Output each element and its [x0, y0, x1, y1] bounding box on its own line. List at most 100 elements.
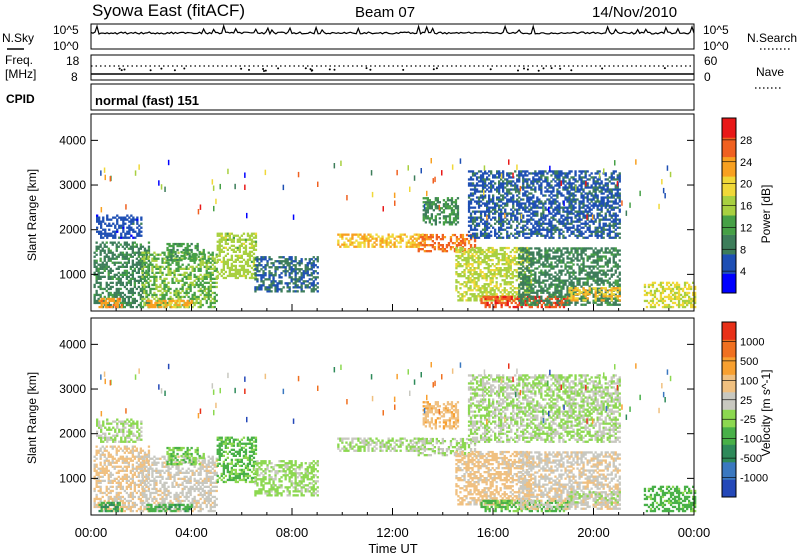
- heatmap-cell: [562, 259, 565, 262]
- heatmap-cell: [282, 286, 285, 289]
- heatmap-cell: [463, 250, 466, 254]
- heatmap-cell: [679, 287, 683, 291]
- nave-dot: [123, 68, 126, 71]
- heatmap-cell: [473, 240, 477, 243]
- heatmap-cell: [504, 208, 507, 211]
- heatmap-cell: [505, 252, 508, 256]
- heatmap-cell: [614, 297, 617, 300]
- heatmap-cell: [161, 279, 164, 282]
- heatmap-cell: [570, 293, 573, 296]
- heatmap-cell: [502, 172, 505, 175]
- heatmap-cell: [250, 232, 254, 235]
- freq-panel-frame: [90, 54, 695, 81]
- heatmap-cell: [120, 216, 123, 219]
- heatmap-cell: [169, 297, 172, 301]
- heatmap-cell: [570, 257, 573, 260]
- heatmap-cell: [486, 222, 489, 225]
- heatmap-cell: [554, 275, 557, 278]
- heatmap-cell: [477, 176, 481, 179]
- heatmap-cell: [526, 170, 529, 173]
- heatmap-cell: [168, 299, 171, 303]
- heatmap-cell: [246, 268, 250, 272]
- heatmap-cell: [463, 242, 467, 245]
- heatmap-cell: [153, 255, 156, 258]
- heatmap-cell: [163, 279, 166, 282]
- heatmap-cell: [572, 291, 575, 294]
- heatmap-cell: [576, 259, 579, 262]
- heatmap-cell: [454, 203, 458, 206]
- heatmap-cell: [108, 228, 111, 231]
- heatmap-cell: [501, 269, 504, 272]
- heatmap-cell: [528, 232, 531, 235]
- heatmap-cell: [141, 259, 145, 262]
- heatmap-cell: [423, 245, 426, 248]
- heatmap-cell: [199, 299, 202, 303]
- heatmap-cell: [502, 228, 505, 231]
- heatmap-cell: [143, 255, 146, 258]
- heatmap-cell: [172, 244, 175, 248]
- heatmap-cell: [510, 198, 513, 201]
- heatmap-cell: [115, 267, 118, 270]
- heatmap-cell: [692, 297, 695, 301]
- heatmap-cell: [467, 216, 471, 219]
- heatmap-cell: [586, 275, 589, 278]
- heatmap-cell: [173, 275, 176, 278]
- heatmap-cell: [498, 192, 501, 195]
- heatmap-cell: [149, 279, 152, 282]
- heatmap-cell: [419, 236, 422, 239]
- heatmap-cell: [213, 269, 216, 272]
- heatmap-cell: [485, 267, 488, 270]
- heatmap-cell: [564, 293, 567, 296]
- heatmap-cell: [199, 293, 202, 297]
- heatmap-cell: [119, 261, 122, 264]
- heatmap-cell: [484, 236, 487, 239]
- heatmap-cell: [471, 269, 474, 272]
- freq-left-tick-bottom: 8: [71, 70, 78, 84]
- heatmap-cell: [570, 251, 573, 254]
- heatmap-cell: [248, 236, 252, 239]
- heatmap-cell: [515, 279, 518, 282]
- heatmap-cell: [272, 278, 275, 281]
- heatmap-cell: [115, 287, 118, 291]
- heatmap-cell: [524, 259, 527, 262]
- heatmap-cell: [528, 218, 531, 221]
- heatmap-cell: [432, 203, 435, 206]
- heatmap-cell: [254, 268, 257, 271]
- heatmap-cell: [502, 236, 505, 239]
- heatmap-cell: [123, 293, 126, 297]
- noise-right-tick-bottom: 10^0: [703, 39, 729, 53]
- heatmap-cell: [448, 215, 452, 218]
- heatmap-cell: [224, 240, 227, 243]
- heatmap-cell: [505, 267, 508, 270]
- heatmap-cell: [202, 250, 205, 254]
- heatmap-cell: [484, 204, 487, 207]
- heatmap-cell: [509, 291, 512, 294]
- heatmap-cell: [446, 207, 450, 210]
- heatmap-cell: [544, 285, 547, 288]
- heatmap-cell: [516, 198, 519, 201]
- heatmap-cell: [540, 287, 543, 290]
- heatmap-cell: [316, 260, 319, 263]
- heatmap-cell: [310, 274, 313, 277]
- heatmap-cell: [511, 248, 514, 252]
- heatmap-cell: [316, 290, 319, 293]
- heatmap-cell: [266, 288, 269, 291]
- heatmap-cell: [532, 230, 535, 233]
- heatmap-cell: [312, 272, 315, 275]
- heatmap-cell: [498, 176, 501, 179]
- heatmap-cell: [167, 261, 170, 264]
- heatmap-cell: [101, 267, 104, 270]
- heatmap-cell: [169, 291, 172, 295]
- heatmap-cell: [572, 287, 575, 290]
- heatmap-cell: [694, 299, 697, 303]
- heatmap-cell: [276, 282, 279, 285]
- heatmap-cell: [524, 220, 527, 223]
- heatmap-cell: [616, 281, 619, 284]
- heatmap-cell: [175, 269, 178, 272]
- heatmap-cell: [429, 250, 432, 253]
- heatmap-cell: [506, 184, 509, 187]
- heatmap-cell: [586, 257, 589, 260]
- heatmap-cell: [141, 299, 144, 303]
- heatmap-cell: [469, 287, 472, 290]
- heatmap-cell: [424, 217, 427, 220]
